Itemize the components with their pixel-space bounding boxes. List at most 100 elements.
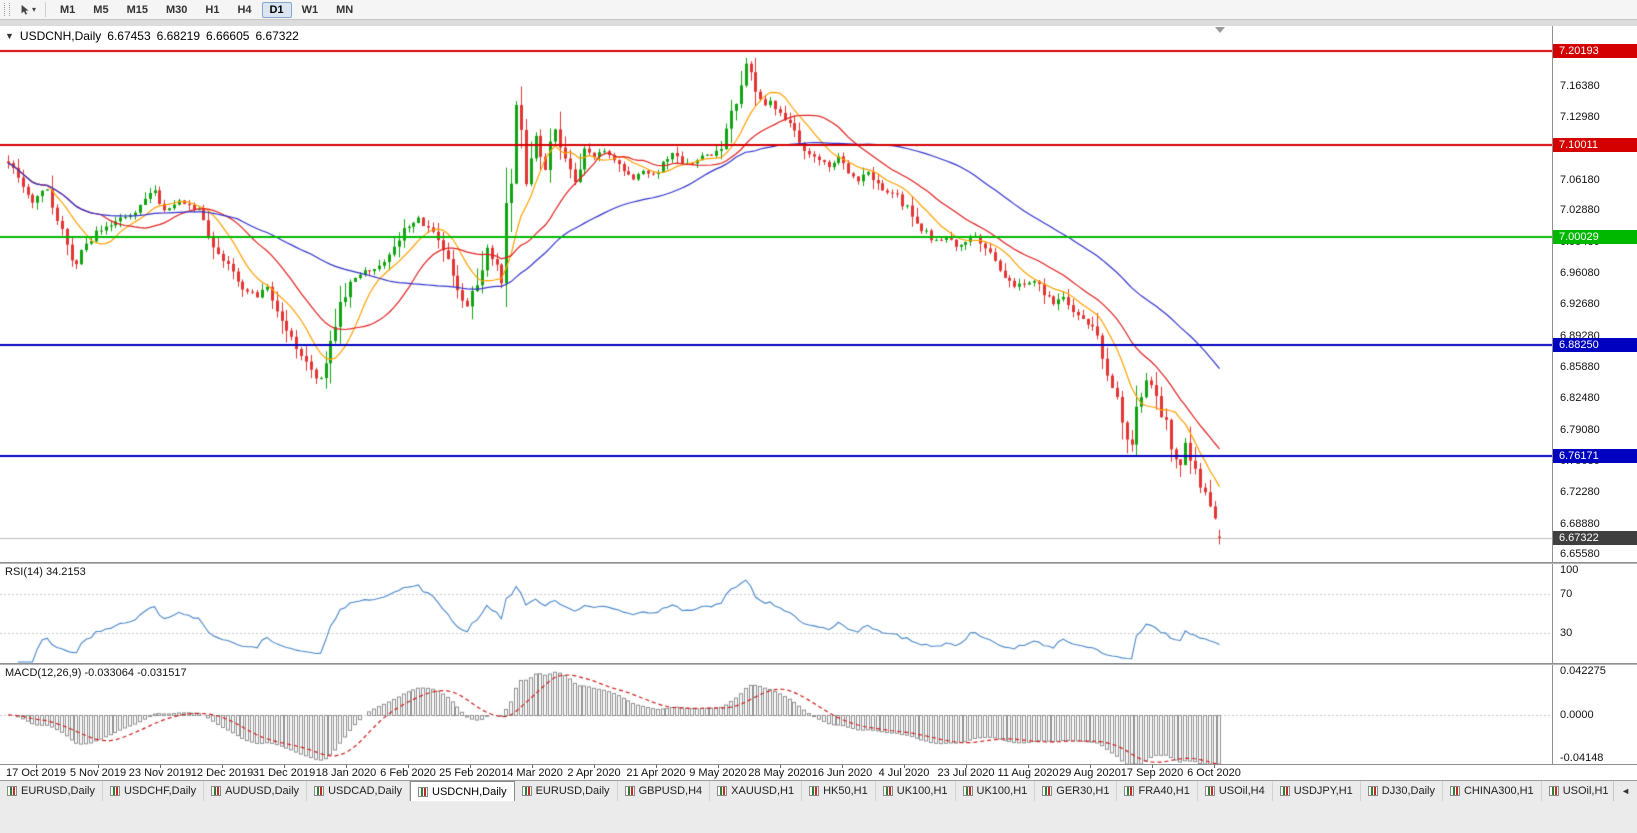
chart-tab-hk50-h1[interactable]: HK50,H1 bbox=[802, 781, 876, 801]
date-label: 6 Oct 2020 bbox=[1187, 767, 1241, 779]
timeframe-button-m1[interactable]: M1 bbox=[60, 3, 76, 16]
tab-label: USDCAD,Daily bbox=[328, 785, 403, 797]
time-axis-tick bbox=[1152, 765, 1153, 768]
macd-axis-label: -0.04148 bbox=[1560, 752, 1604, 764]
macd-pane: MACD(12,26,9) -0.033064 -0.031517 0.0422… bbox=[0, 665, 1637, 764]
window-edge bbox=[0, 20, 1637, 26]
cursor-tool-button[interactable]: ▾ bbox=[15, 2, 40, 18]
chart-window-icon bbox=[624, 786, 635, 796]
chart-window-icon bbox=[1204, 786, 1215, 796]
date-label: 28 May 2020 bbox=[748, 767, 812, 779]
hline-price-tag[interactable]: 6.88250 bbox=[1553, 338, 1637, 353]
rsi-axis-label: 30 bbox=[1560, 627, 1573, 640]
chart-tabs: EURUSD,Daily USDCHF,Daily AUDUSD,Daily USDC… bbox=[0, 781, 1613, 801]
tab-label: EURUSD,Daily bbox=[535, 785, 610, 797]
chart-tab-uk100-h1[interactable]: UK100,H1 bbox=[956, 781, 1036, 801]
chart-tab-usoil-h4[interactable]: USOil,H4 bbox=[1198, 781, 1273, 801]
time-axis-tick bbox=[470, 765, 471, 768]
chart-tab-audusd-daily[interactable]: AUDUSD,Daily bbox=[204, 781, 308, 801]
chart-window-icon bbox=[314, 786, 325, 796]
chart-tab-dj30-daily[interactable]: DJ30,Daily bbox=[1361, 781, 1443, 801]
time-axis-tick bbox=[1090, 765, 1091, 768]
hline-price-tag[interactable]: 7.00029 bbox=[1553, 229, 1637, 244]
timeframe-buttons: M1 M5 M15 M30 H1 H4 D1 W1 MN bbox=[51, 1, 362, 18]
toolbar-separator bbox=[45, 2, 47, 17]
date-label: 29 Aug 2020 bbox=[1059, 767, 1121, 779]
rsi-pane: RSI(14) 34.2153 100 70 30 bbox=[0, 564, 1637, 663]
time-axis[interactable]: 17 Oct 2019 5 Nov 2019 23 Nov 2019 12 Dec 2… bbox=[0, 764, 1637, 780]
tab-label: UK100,H1 bbox=[976, 785, 1028, 797]
chart-window: ▼ USDCNH,Daily 6.67453 6.68219 6.66605 6… bbox=[0, 26, 1637, 780]
dropdown-arrow-icon: ▾ bbox=[32, 4, 37, 14]
candlestick-chart-canvas[interactable] bbox=[0, 26, 1552, 562]
rsi-axis[interactable]: 100 70 30 bbox=[1552, 564, 1637, 663]
price-axis-label: 6.68880 bbox=[1560, 517, 1600, 530]
time-axis-tick bbox=[966, 765, 967, 768]
tab-label: USOil,H1 bbox=[1562, 785, 1609, 797]
timeframe-button-d1[interactable]: D1 bbox=[261, 1, 292, 18]
low-price-value: 6.66605 bbox=[206, 29, 250, 43]
timeframe-button-m30[interactable]: M30 bbox=[165, 3, 188, 16]
time-axis-tick bbox=[1214, 765, 1215, 768]
chart-tab-eurusd-daily[interactable]: EURUSD,Daily bbox=[515, 781, 618, 801]
chart-window-icon bbox=[1124, 786, 1135, 796]
hline-price-tag[interactable]: 6.76171 bbox=[1553, 449, 1637, 464]
timeframe-button-h4[interactable]: H4 bbox=[237, 3, 252, 16]
tab-label: DJ30,Daily bbox=[1381, 785, 1435, 797]
price-axis[interactable]: 7.163807.129807.095807.061807.028806.994… bbox=[1552, 26, 1637, 562]
chart-window-icon bbox=[1279, 786, 1290, 796]
chart-tab-xauusd-h1[interactable]: XAUUSD,H1 bbox=[710, 781, 803, 801]
time-axis-tick bbox=[36, 765, 37, 768]
collapse-chart-icon[interactable]: ▼ bbox=[5, 31, 14, 41]
chart-window-icon bbox=[717, 786, 728, 796]
chart-tab-fra40-h1[interactable]: FRA40,H1 bbox=[1117, 781, 1198, 801]
chart-tab-usdchf-daily[interactable]: USDCHF,Daily bbox=[103, 781, 205, 801]
hline-price-tag[interactable]: 7.20193 bbox=[1553, 43, 1637, 58]
chart-window-icon bbox=[882, 786, 893, 796]
date-label: 14 Mar 2020 bbox=[501, 767, 563, 779]
high-price-value: 6.68219 bbox=[156, 29, 201, 43]
tab-label: USDCNH,Daily bbox=[432, 785, 507, 798]
timeframe-button-m5[interactable]: M5 bbox=[93, 3, 109, 16]
macd-axis-label: 0.0000 bbox=[1560, 708, 1594, 721]
chart-tab-ger30-h1[interactable]: GER30,H1 bbox=[1035, 781, 1118, 801]
timeframe-button-mn[interactable]: MN bbox=[336, 3, 354, 16]
chart-tab-gbpusd-h4[interactable]: GBPUSD,H4 bbox=[618, 781, 711, 801]
tab-label: HK50,H1 bbox=[823, 785, 868, 797]
chart-tab-usdjpy-h1[interactable]: USDJPY,H1 bbox=[1273, 781, 1361, 801]
price-axis-label: 7.16380 bbox=[1560, 80, 1600, 93]
hline-price-tag[interactable]: 7.10011 bbox=[1553, 137, 1637, 152]
chart-tab-uk100-h1[interactable]: UK100,H1 bbox=[876, 781, 956, 801]
chart-window-icon bbox=[1042, 786, 1053, 796]
chart-tab-eurusd-daily[interactable]: EURUSD,Daily bbox=[0, 781, 103, 801]
pane-splitter[interactable] bbox=[0, 562, 1637, 564]
chart-window-icon bbox=[1367, 786, 1378, 796]
price-axis-label: 6.85880 bbox=[1560, 360, 1600, 373]
date-label: 17 Oct 2019 bbox=[6, 767, 66, 779]
price-axis-label: 6.79080 bbox=[1560, 423, 1600, 436]
chart-tab-usdcad-daily[interactable]: USDCAD,Daily bbox=[307, 781, 411, 801]
time-axis-tick bbox=[98, 765, 99, 768]
timeframe-button-m15[interactable]: M15 bbox=[126, 3, 148, 16]
chart-tab-usdcnh-daily[interactable]: USDCNH,Daily bbox=[410, 781, 515, 801]
toolbar-drag-handle[interactable] bbox=[4, 3, 10, 16]
chart-tab-china300-h1[interactable]: CHINA300,H1 bbox=[1443, 781, 1542, 801]
chart-tab-usoil-h1[interactable]: USOil,H1 bbox=[1542, 781, 1613, 801]
date-label: 21 Apr 2020 bbox=[626, 767, 686, 779]
timeframes-toolbar: ▾ M1 M5 M15 M30 H1 H4 D1 W1 MN bbox=[0, 0, 1637, 20]
chart-shift-marker[interactable] bbox=[1215, 27, 1225, 33]
date-label: 12 Dec 2019 bbox=[190, 767, 254, 779]
tab-scroll-left-button[interactable]: ◄ bbox=[1613, 781, 1637, 801]
timeframe-button-h1[interactable]: H1 bbox=[205, 3, 220, 16]
timeframe-button-w1[interactable]: W1 bbox=[301, 3, 319, 16]
time-axis-tick bbox=[160, 765, 161, 768]
macd-chart-canvas[interactable] bbox=[0, 665, 1552, 764]
price-axis-label: 6.65580 bbox=[1560, 547, 1600, 560]
open-price-value: 6.67453 bbox=[107, 29, 151, 43]
date-label: 11 Aug 2020 bbox=[997, 767, 1059, 779]
time-axis-tick bbox=[222, 765, 223, 768]
pane-splitter[interactable] bbox=[0, 663, 1637, 665]
rsi-chart-canvas[interactable] bbox=[0, 564, 1552, 663]
macd-axis[interactable]: 0.042275 0.0000 -0.04148 bbox=[1552, 665, 1637, 764]
chart-symbol-label: USDCNH,Daily bbox=[19, 29, 102, 43]
